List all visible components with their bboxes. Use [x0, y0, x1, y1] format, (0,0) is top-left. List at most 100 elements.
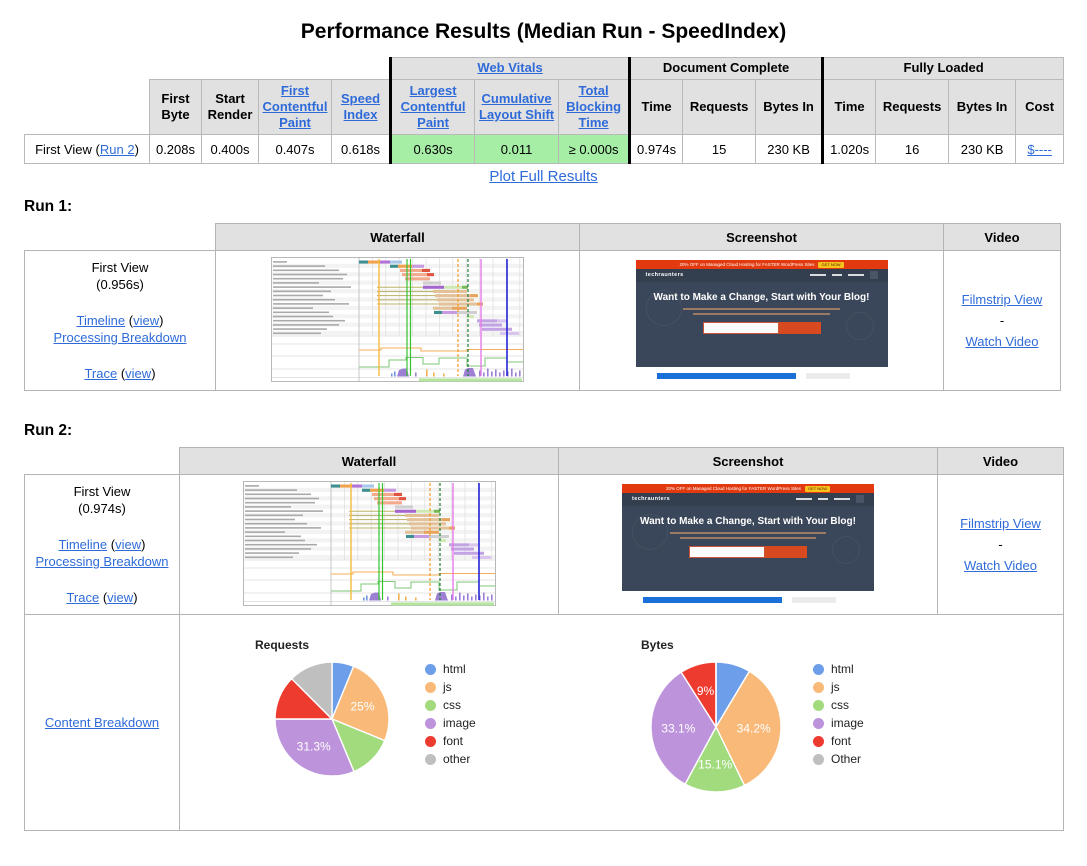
timeline-view-link[interactable]: view — [115, 537, 141, 552]
video-column-header: Video — [944, 224, 1061, 251]
run-1-body-row: First View (0.956s) Timeline (view) Proc… — [25, 251, 1061, 391]
first-contentful-paint-link[interactable]: First Contentful Paint — [263, 83, 328, 131]
requests-slice-label: 31.3% — [297, 740, 331, 754]
legend-swatch-icon — [425, 700, 436, 711]
cumulative-layout-shift-value: 0.011 — [475, 135, 559, 164]
trace-link[interactable]: Trace — [84, 366, 117, 381]
fl-time-value: 1.020s — [823, 135, 876, 164]
site-nav: techraunters — [636, 269, 888, 282]
run-2-heading: Run 2: — [24, 422, 1087, 440]
first-view-time: (0.956s) — [26, 277, 214, 292]
site-email-form — [689, 546, 807, 558]
timeline-link[interactable]: Timeline — [59, 537, 108, 552]
video-column-header: Video — [938, 448, 1064, 475]
filmstrip-view-link[interactable]: Filmstrip View — [960, 516, 1041, 531]
legend-label: image — [443, 716, 476, 730]
trace-view-link[interactable]: view — [125, 366, 151, 381]
page-title: Performance Results (Median Run - SpeedI… — [0, 20, 1087, 44]
filmstrip-view-link[interactable]: Filmstrip View — [962, 292, 1043, 307]
legend-swatch-icon — [425, 718, 436, 729]
group-header-row: Web Vitals Document Complete Fully Loade… — [25, 58, 1064, 80]
run-1-table: Waterfall Screenshot Video First View (0… — [24, 223, 1061, 391]
run-2-header-row: Waterfall Screenshot Video — [25, 448, 1064, 475]
run-1-waterfall-cell — [216, 251, 580, 391]
run-1-video-cell: Filmstrip View - Watch Video — [944, 251, 1061, 391]
run-2-links-cell: First View (0.974s) Timeline (view) Proc… — [25, 475, 180, 615]
site-banner-button: GET NOW — [818, 262, 843, 268]
requests-legend-item-font: font — [425, 734, 476, 748]
fl-requests-value: 16 — [876, 135, 949, 164]
col-dc-time: Time — [630, 80, 683, 135]
screenshot-thumbnail[interactable]: 20% OFF on Managed Cloud Hosting for FAS… — [622, 484, 874, 591]
bytes-legend-item-html: html — [813, 662, 864, 676]
waterfall-thumbnail[interactable] — [243, 481, 496, 606]
speed-index-link[interactable]: Speed Index — [341, 91, 380, 122]
requests-pie-title: Requests — [255, 638, 641, 652]
legend-swatch-icon — [813, 736, 824, 747]
run-1-heading: Run 1: — [24, 198, 1087, 216]
site-banner: 20% OFF on Managed Cloud Hosting for FAS… — [636, 260, 888, 269]
run-1-links-cell: First View (0.956s) Timeline (view) Proc… — [25, 251, 216, 391]
timeline-link[interactable]: Timeline — [77, 313, 126, 328]
total-blocking-time-link[interactable]: Total Blocking Time — [566, 83, 621, 131]
legend-label: other — [443, 752, 470, 766]
web-vitals-link[interactable]: Web Vitals — [477, 60, 542, 75]
site-subtext-line — [693, 313, 829, 316]
site-nav: techraunters — [622, 493, 874, 506]
video-links-separator: - — [939, 537, 1062, 552]
col-cumulative-layout-shift: Cumulative Layout Shift — [475, 80, 559, 135]
document-complete-group-header: Document Complete — [630, 58, 823, 80]
content-breakdown-row: Content Breakdown Requests 25%31.3% html… — [25, 615, 1064, 831]
cumulative-layout-shift-link[interactable]: Cumulative Layout Shift — [479, 91, 554, 122]
content-breakdown-cell: Content Breakdown — [25, 615, 180, 831]
bytes-slice-label: 33.1% — [661, 721, 695, 735]
screenshot-thumbnail[interactable]: 20% OFF on Managed Cloud Hosting for FAS… — [636, 260, 888, 367]
plot-full-results-link[interactable]: Plot Full Results — [489, 168, 597, 185]
legend-swatch-icon — [425, 664, 436, 675]
site-subscribe-button — [779, 322, 821, 334]
dc-requests-value: 15 — [683, 135, 756, 164]
site-email-input — [689, 546, 765, 558]
trace-link[interactable]: Trace — [66, 590, 99, 605]
first-byte-value: 0.208s — [150, 135, 202, 164]
first-view-label: First View — [26, 484, 178, 499]
cost-link[interactable]: $---- — [1027, 142, 1052, 157]
trace-view-link[interactable]: view — [107, 590, 133, 605]
requests-legend-item-css: css — [425, 698, 476, 712]
run-2-link[interactable]: Run 2 — [100, 142, 135, 157]
largest-contentful-paint-link[interactable]: Largest Contentful Paint — [401, 83, 466, 131]
watch-video-link[interactable]: Watch Video — [964, 558, 1037, 573]
waterfall-thumbnail[interactable] — [271, 257, 524, 382]
col-first-contentful-paint: First Contentful Paint — [259, 80, 332, 135]
requests-legend-item-js: js — [425, 680, 476, 694]
largest-contentful-paint-value: 0.630s — [391, 135, 475, 164]
fl-bytes-value: 230 KB — [949, 135, 1016, 164]
dc-time-value: 0.974s — [630, 135, 683, 164]
processing-breakdown-link[interactable]: Processing Breakdown — [54, 330, 187, 345]
requests-legend-item-html: html — [425, 662, 476, 676]
legend-swatch-icon — [813, 754, 824, 765]
column-header-row: First Byte Start Render First Contentful… — [25, 80, 1064, 135]
site-banner: 20% OFF on Managed Cloud Hosting for FAS… — [622, 484, 874, 493]
col-first-byte: First Byte — [150, 80, 202, 135]
bytes-legend-item-font: font — [813, 734, 864, 748]
screenshot-progress-row — [643, 597, 874, 603]
bytes-pie-title: Bytes — [641, 638, 1027, 652]
progress-bar — [643, 597, 782, 603]
content-breakdown-link[interactable]: Content Breakdown — [45, 715, 159, 730]
plot-full-results: Plot Full Results — [24, 168, 1063, 185]
col-fl-requests: Requests — [876, 80, 949, 135]
legend-swatch-icon — [813, 682, 824, 693]
run-2-screenshot-cell: 20% OFF on Managed Cloud Hosting for FAS… — [559, 475, 938, 615]
timeline-view-link[interactable]: view — [133, 313, 159, 328]
legend-swatch-icon — [425, 754, 436, 765]
processing-breakdown-link[interactable]: Processing Breakdown — [36, 554, 169, 569]
legend-label: font — [831, 734, 851, 748]
site-hero: Want to Make a Change, Start with Your B… — [636, 282, 888, 335]
speed-index-value: 0.618s — [332, 135, 391, 164]
site-menu — [804, 271, 878, 279]
site-banner-button: GET NOW — [805, 486, 830, 492]
watch-video-link[interactable]: Watch Video — [966, 334, 1039, 349]
